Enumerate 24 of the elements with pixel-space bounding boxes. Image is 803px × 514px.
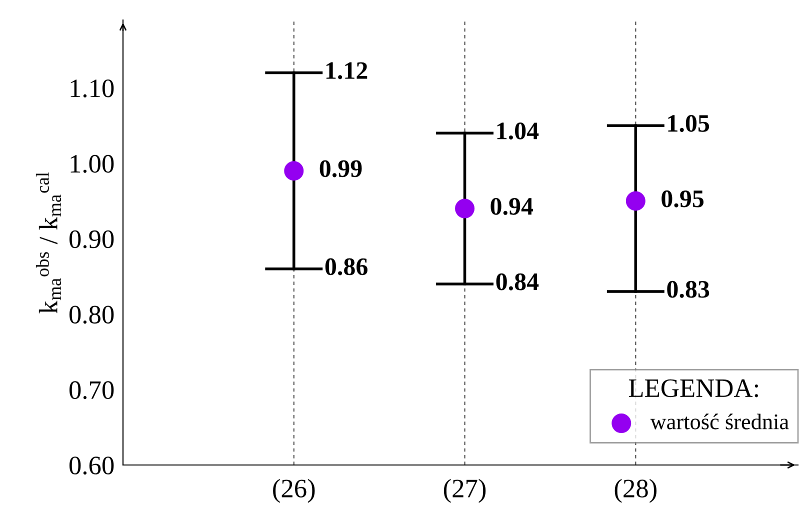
y-tick-label: 0.60 [69, 456, 114, 475]
y-axis-title: k$_{ma}$$^{obs}$ / k$_{ma}$$^{cal}$ [36, 172, 62, 314]
point [455, 198, 475, 218]
annotation: 1.12 [326, 62, 368, 80]
point [284, 161, 304, 181]
legend-title: LEGENDA: [628, 379, 758, 398]
annotation: 1.05 [668, 114, 710, 132]
annotation: 0.84 [496, 273, 539, 290]
point [626, 191, 646, 211]
x-tick-label: (26) [273, 478, 315, 503]
annotation: 1.04 [497, 122, 539, 140]
data-label: 0.99 [320, 160, 362, 178]
legend-label: wartość średnia [650, 414, 789, 430]
annotation: 0.83 [667, 280, 710, 298]
x-tick-label: (28) [614, 478, 656, 503]
y-tick-label: 1.00 [70, 154, 114, 173]
annotation: 0.86 [325, 258, 368, 276]
y-tick-label: 1.10 [70, 79, 114, 98]
y-tick-label: 0.80 [69, 306, 114, 324]
y-tick-label: 0.90 [69, 230, 114, 248]
y-tick-label: 0.70 [69, 381, 114, 400]
data-label: 0.95 [662, 190, 704, 208]
x-tick-label: (27) [444, 478, 486, 503]
data-label: 0.94 [490, 198, 534, 215]
